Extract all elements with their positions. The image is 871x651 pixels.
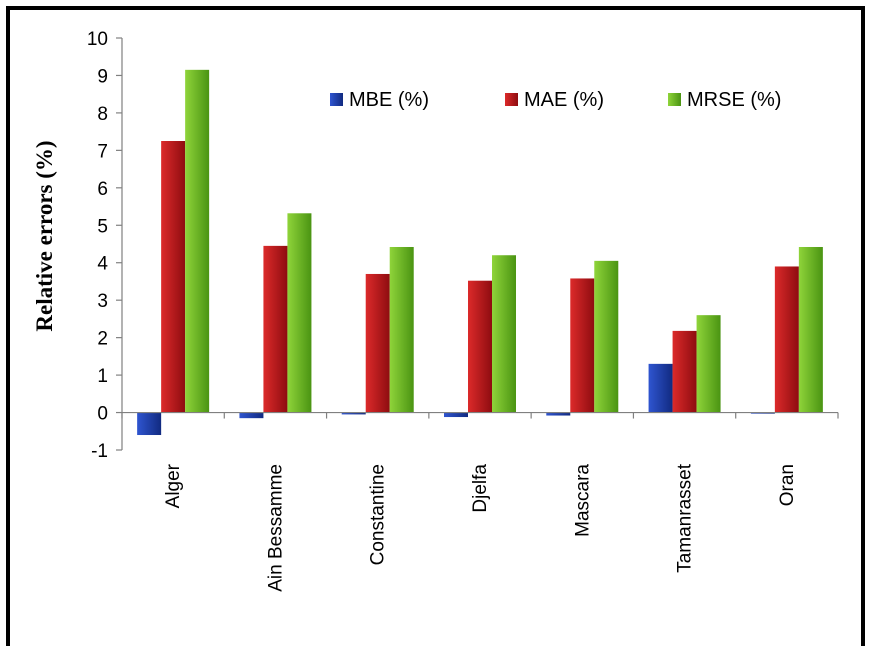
bar-mae-6: [774, 266, 799, 413]
legend-label-mbe: MBE (%): [349, 89, 429, 111]
bar-mbe-0: [137, 412, 162, 436]
bar-mbe-4: [546, 412, 571, 416]
bar-mae-3: [468, 280, 492, 413]
y-tick-label: 10: [87, 29, 108, 50]
bar-mbe-3: [444, 412, 468, 418]
bar-mae-1: [263, 245, 288, 413]
legend-label-mae: MAE (%): [524, 89, 604, 111]
y-tick-label: 8: [97, 104, 108, 125]
y-tick-label: 2: [97, 329, 108, 350]
y-tick-label: 6: [97, 179, 108, 200]
axes-layer: [116, 37, 839, 451]
legend-swatch-mae: [505, 93, 518, 106]
bar-mbe-5: [648, 363, 673, 413]
y-tick-label: 9: [97, 66, 108, 87]
bar-mrse-4: [594, 260, 619, 413]
bar-mrse-0: [185, 69, 210, 413]
y-tick-label: -1: [91, 441, 108, 462]
bar-mrse-5: [696, 315, 721, 413]
labels-layer: Alger Ain Bessamme Constantine Djelfa Mascar…: [87, 29, 798, 592]
bar-mbe-2: [341, 412, 366, 415]
legend: MBE (%) MAE (%) MRSE (%): [330, 89, 781, 111]
y-tick-label: 4: [97, 254, 108, 275]
bar-mrse-6: [798, 246, 823, 413]
x-tick-label: Alger: [163, 463, 184, 508]
bar-mae-5: [672, 330, 697, 413]
legend-label-mrse: MRSE (%): [687, 89, 781, 111]
legend-swatch-mbe: [330, 93, 343, 106]
y-tick-label: 7: [97, 141, 108, 162]
x-tick-label: Ain Bessamme: [265, 464, 286, 592]
x-tick-label: Oran: [777, 464, 798, 506]
y-tick-label: 3: [97, 291, 108, 312]
x-tick-label: Tamanrasset: [675, 463, 696, 572]
legend-swatch-mrse: [668, 93, 681, 106]
bars-layer: [137, 69, 823, 436]
x-tick-label: Constantine: [368, 464, 389, 565]
y-tick-label: 1: [97, 366, 108, 387]
bar-mbe-1: [239, 412, 264, 419]
bar-mae-4: [570, 278, 595, 413]
x-tick-label: Djelfa: [470, 464, 491, 513]
bar-mrse-1: [287, 213, 312, 413]
bar-mrse-2: [389, 246, 414, 413]
x-tick-label: Mascara: [572, 464, 593, 537]
y-axis-title: Relative errors (%): [32, 140, 57, 331]
bar-mae-2: [365, 273, 390, 413]
y-tick-label: 0: [97, 404, 108, 425]
bar-mae-0: [161, 141, 186, 413]
y-tick-label: 5: [97, 216, 108, 237]
bar-mrse-3: [492, 255, 516, 413]
